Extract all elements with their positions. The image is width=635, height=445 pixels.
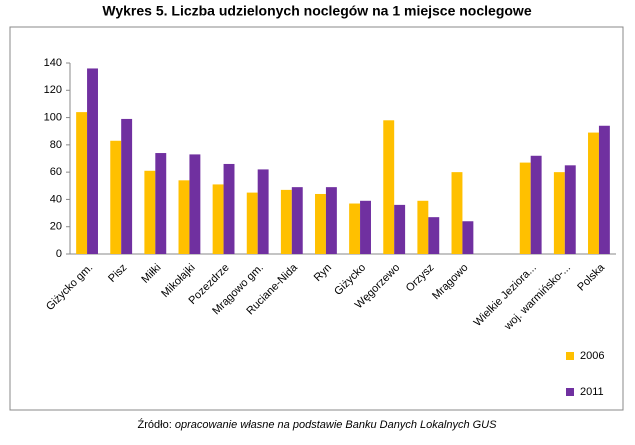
bar: [155, 153, 167, 254]
legend-swatch: [566, 388, 574, 396]
legend-label: 2006: [580, 350, 604, 362]
y-tick-label: 120: [44, 84, 62, 96]
x-tick-label: Polska: [575, 261, 607, 293]
source-text: opracowanie własne na podstawie Banku Da…: [175, 419, 497, 431]
bar: [291, 187, 303, 254]
x-tick-label: Giżycko gm.: [44, 262, 95, 313]
x-tick-label: Mrągowo: [430, 262, 470, 302]
bar: [246, 192, 258, 254]
y-tick-label: 80: [50, 139, 62, 151]
bar: [462, 221, 474, 254]
bar: [144, 170, 156, 254]
bar: [315, 193, 326, 254]
bar: [383, 120, 395, 254]
bar: [394, 204, 406, 254]
y-tick-label: 140: [44, 57, 62, 69]
bar: [325, 187, 337, 254]
bar: [519, 162, 531, 254]
bar: [87, 68, 98, 254]
bar: [553, 172, 565, 254]
bar: [110, 140, 122, 254]
bar: [121, 118, 133, 254]
chart-frame: [9, 26, 624, 411]
x-tick-label: Ryn: [312, 262, 334, 284]
bar: [451, 172, 463, 254]
legend-label: 2011: [580, 386, 604, 398]
bar: [223, 163, 235, 254]
y-tick-label: 60: [50, 166, 62, 178]
x-tick-label: Miłki: [139, 262, 163, 286]
y-tick-label: 0: [56, 248, 62, 260]
bar: [280, 189, 292, 254]
bar: [76, 112, 88, 254]
bar: [428, 217, 440, 254]
bar: [257, 169, 269, 254]
y-tick-label: 20: [50, 221, 62, 233]
bar: [360, 200, 371, 254]
bar: [598, 125, 610, 254]
x-tick-label: Orzysz: [404, 262, 437, 295]
bar: [417, 200, 429, 254]
x-tick-label: Pisz: [106, 262, 129, 285]
y-tick-label: 100: [44, 111, 62, 123]
source-note: Źródło: opracowanie własne na podstawie …: [138, 418, 498, 431]
bar: [588, 132, 599, 254]
y-tick-label: 40: [50, 193, 62, 205]
source-label: Źródło:: [138, 418, 172, 431]
x-tick-label: woj. warmińsko-...: [502, 262, 573, 333]
x-tick-label: Wielkie Jeziora...: [472, 262, 539, 329]
bar: [178, 180, 190, 254]
bar: [530, 155, 542, 254]
bar: [212, 184, 224, 254]
chart-title: Wykres 5. Liczba udzielonych noclegów na…: [102, 3, 531, 19]
bar: [564, 165, 576, 254]
bar: [349, 203, 361, 254]
legend-swatch: [566, 352, 574, 360]
bar: [189, 154, 201, 254]
